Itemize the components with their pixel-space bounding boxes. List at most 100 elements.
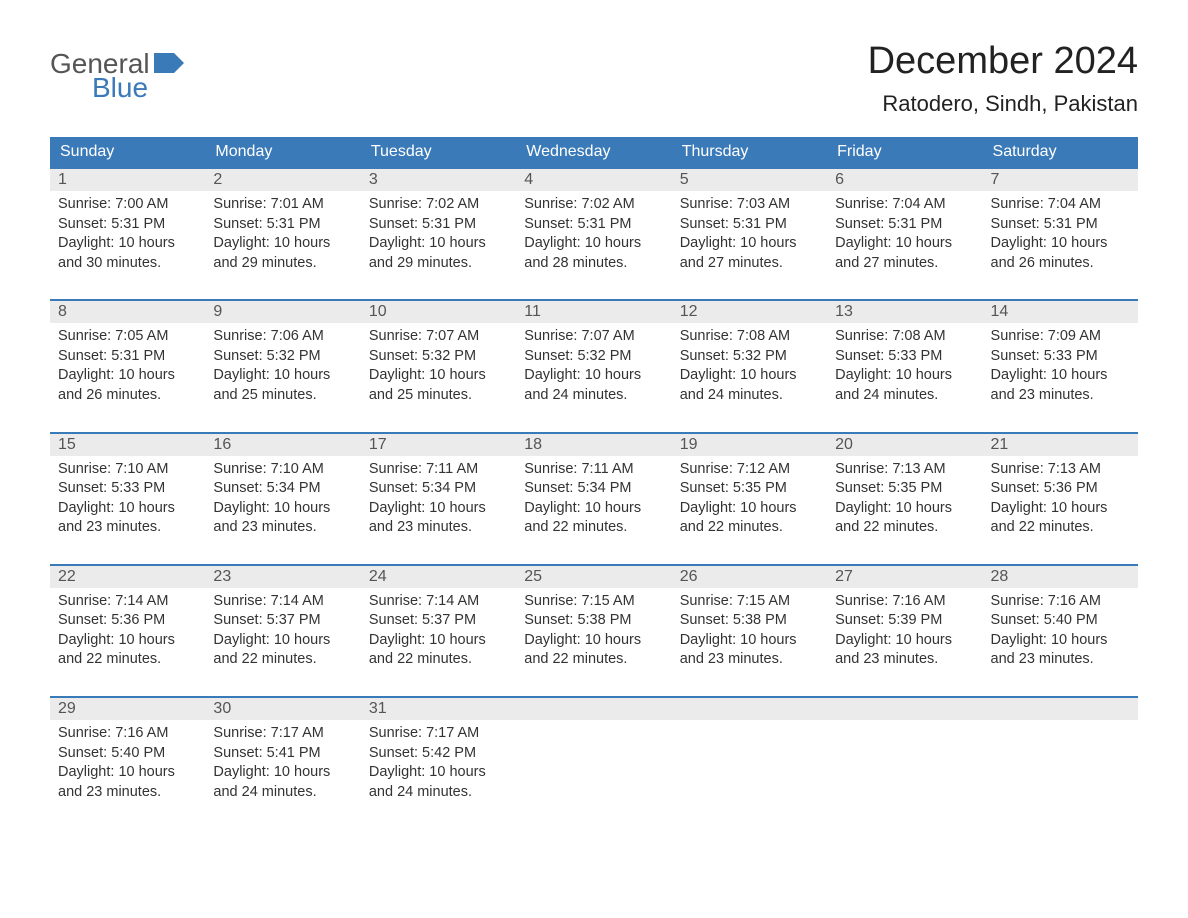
weekday-header-row: Sunday Monday Tuesday Wednesday Thursday… xyxy=(50,137,1138,167)
day-number: 8 xyxy=(50,299,205,323)
day-day2: and 26 minutes. xyxy=(991,254,1130,274)
day-sunset: Sunset: 5:34 PM xyxy=(369,479,508,499)
day-sunrise: Sunrise: 7:06 AM xyxy=(213,327,352,347)
header: General Blue December 2024 Ratodero, Sin… xyxy=(50,40,1138,117)
day-day2: and 23 minutes. xyxy=(369,518,508,538)
day-day2: and 22 minutes. xyxy=(524,650,663,670)
day-day1: Daylight: 10 hours xyxy=(369,631,508,651)
day-content: Sunrise: 7:07 AMSunset: 5:32 PMDaylight:… xyxy=(361,323,516,423)
day-day1: Daylight: 10 hours xyxy=(58,366,197,386)
day-number: 11 xyxy=(516,299,671,323)
weekday-header: Saturday xyxy=(983,137,1138,167)
day-sunset: Sunset: 5:36 PM xyxy=(58,611,197,631)
day-sunrise: Sunrise: 7:04 AM xyxy=(991,195,1130,215)
day-number: 13 xyxy=(827,299,982,323)
day-day1: Daylight: 10 hours xyxy=(991,234,1130,254)
day-day2: and 25 minutes. xyxy=(369,386,508,406)
day-sunset: Sunset: 5:41 PM xyxy=(213,744,352,764)
day-content: Sunrise: 7:07 AMSunset: 5:32 PMDaylight:… xyxy=(516,323,671,423)
day-cell: 31Sunrise: 7:17 AMSunset: 5:42 PMDayligh… xyxy=(361,696,516,828)
day-cell: 23Sunrise: 7:14 AMSunset: 5:37 PMDayligh… xyxy=(205,564,360,696)
day-sunrise: Sunrise: 7:17 AM xyxy=(369,724,508,744)
day-day1: Daylight: 10 hours xyxy=(213,763,352,783)
day-day2: and 28 minutes. xyxy=(524,254,663,274)
weekday-header: Tuesday xyxy=(361,137,516,167)
day-sunrise: Sunrise: 7:11 AM xyxy=(369,460,508,480)
day-content: Sunrise: 7:14 AMSunset: 5:36 PMDaylight:… xyxy=(50,588,205,688)
day-cell: 22Sunrise: 7:14 AMSunset: 5:36 PMDayligh… xyxy=(50,564,205,696)
day-cell: 28Sunrise: 7:16 AMSunset: 5:40 PMDayligh… xyxy=(983,564,1138,696)
day-number: 30 xyxy=(205,696,360,720)
day-number: 25 xyxy=(516,564,671,588)
day-content: Sunrise: 7:11 AMSunset: 5:34 PMDaylight:… xyxy=(361,456,516,556)
day-sunrise: Sunrise: 7:14 AM xyxy=(58,592,197,612)
day-sunset: Sunset: 5:31 PM xyxy=(58,347,197,367)
day-sunrise: Sunrise: 7:07 AM xyxy=(524,327,663,347)
week-row: 8Sunrise: 7:05 AMSunset: 5:31 PMDaylight… xyxy=(50,299,1138,431)
day-number: 12 xyxy=(672,299,827,323)
day-day2: and 22 minutes. xyxy=(524,518,663,538)
day-day2: and 22 minutes. xyxy=(58,650,197,670)
day-sunset: Sunset: 5:31 PM xyxy=(58,215,197,235)
day-sunrise: Sunrise: 7:08 AM xyxy=(835,327,974,347)
weekday-header: Friday xyxy=(827,137,982,167)
week-row: 1Sunrise: 7:00 AMSunset: 5:31 PMDaylight… xyxy=(50,167,1138,299)
day-content: Sunrise: 7:04 AMSunset: 5:31 PMDaylight:… xyxy=(983,191,1138,291)
day-content: Sunrise: 7:17 AMSunset: 5:41 PMDaylight:… xyxy=(205,720,360,820)
day-content: Sunrise: 7:05 AMSunset: 5:31 PMDaylight:… xyxy=(50,323,205,423)
day-sunset: Sunset: 5:32 PM xyxy=(369,347,508,367)
day-sunrise: Sunrise: 7:02 AM xyxy=(524,195,663,215)
day-cell xyxy=(827,696,982,828)
day-number: 2 xyxy=(205,167,360,191)
day-day1: Daylight: 10 hours xyxy=(213,234,352,254)
day-content: Sunrise: 7:13 AMSunset: 5:36 PMDaylight:… xyxy=(983,456,1138,556)
day-cell: 19Sunrise: 7:12 AMSunset: 5:35 PMDayligh… xyxy=(672,432,827,564)
day-sunset: Sunset: 5:38 PM xyxy=(680,611,819,631)
day-day2: and 25 minutes. xyxy=(213,386,352,406)
week-row: 29Sunrise: 7:16 AMSunset: 5:40 PMDayligh… xyxy=(50,696,1138,828)
day-cell: 21Sunrise: 7:13 AMSunset: 5:36 PMDayligh… xyxy=(983,432,1138,564)
day-day2: and 23 minutes. xyxy=(58,783,197,803)
day-cell: 20Sunrise: 7:13 AMSunset: 5:35 PMDayligh… xyxy=(827,432,982,564)
calendar-table: Sunday Monday Tuesday Wednesday Thursday… xyxy=(50,137,1138,828)
day-day2: and 24 minutes. xyxy=(680,386,819,406)
day-cell: 6Sunrise: 7:04 AMSunset: 5:31 PMDaylight… xyxy=(827,167,982,299)
day-cell: 3Sunrise: 7:02 AMSunset: 5:31 PMDaylight… xyxy=(361,167,516,299)
day-sunrise: Sunrise: 7:13 AM xyxy=(835,460,974,480)
day-cell: 25Sunrise: 7:15 AMSunset: 5:38 PMDayligh… xyxy=(516,564,671,696)
day-number: 3 xyxy=(361,167,516,191)
day-day1: Daylight: 10 hours xyxy=(213,631,352,651)
day-sunrise: Sunrise: 7:13 AM xyxy=(991,460,1130,480)
day-sunrise: Sunrise: 7:16 AM xyxy=(835,592,974,612)
day-day1: Daylight: 10 hours xyxy=(369,366,508,386)
day-content: Sunrise: 7:08 AMSunset: 5:32 PMDaylight:… xyxy=(672,323,827,423)
day-day2: and 23 minutes. xyxy=(213,518,352,538)
day-number: 6 xyxy=(827,167,982,191)
day-number-empty xyxy=(672,696,827,720)
day-day2: and 22 minutes. xyxy=(991,518,1130,538)
day-sunset: Sunset: 5:35 PM xyxy=(680,479,819,499)
day-day1: Daylight: 10 hours xyxy=(680,366,819,386)
day-sunset: Sunset: 5:37 PM xyxy=(369,611,508,631)
day-day2: and 27 minutes. xyxy=(680,254,819,274)
day-cell: 11Sunrise: 7:07 AMSunset: 5:32 PMDayligh… xyxy=(516,299,671,431)
day-sunset: Sunset: 5:42 PM xyxy=(369,744,508,764)
day-day2: and 24 minutes. xyxy=(835,386,974,406)
day-content: Sunrise: 7:01 AMSunset: 5:31 PMDaylight:… xyxy=(205,191,360,291)
day-content: Sunrise: 7:12 AMSunset: 5:35 PMDaylight:… xyxy=(672,456,827,556)
day-content: Sunrise: 7:14 AMSunset: 5:37 PMDaylight:… xyxy=(361,588,516,688)
day-day1: Daylight: 10 hours xyxy=(524,366,663,386)
day-cell: 30Sunrise: 7:17 AMSunset: 5:41 PMDayligh… xyxy=(205,696,360,828)
day-sunset: Sunset: 5:31 PM xyxy=(213,215,352,235)
day-sunrise: Sunrise: 7:15 AM xyxy=(524,592,663,612)
day-sunset: Sunset: 5:31 PM xyxy=(680,215,819,235)
day-content: Sunrise: 7:16 AMSunset: 5:39 PMDaylight:… xyxy=(827,588,982,688)
day-sunrise: Sunrise: 7:04 AM xyxy=(835,195,974,215)
day-number: 14 xyxy=(983,299,1138,323)
day-sunset: Sunset: 5:33 PM xyxy=(58,479,197,499)
day-day2: and 23 minutes. xyxy=(835,650,974,670)
day-day2: and 23 minutes. xyxy=(991,386,1130,406)
day-number-empty xyxy=(516,696,671,720)
week-row: 22Sunrise: 7:14 AMSunset: 5:36 PMDayligh… xyxy=(50,564,1138,696)
weekday-header: Sunday xyxy=(50,137,205,167)
